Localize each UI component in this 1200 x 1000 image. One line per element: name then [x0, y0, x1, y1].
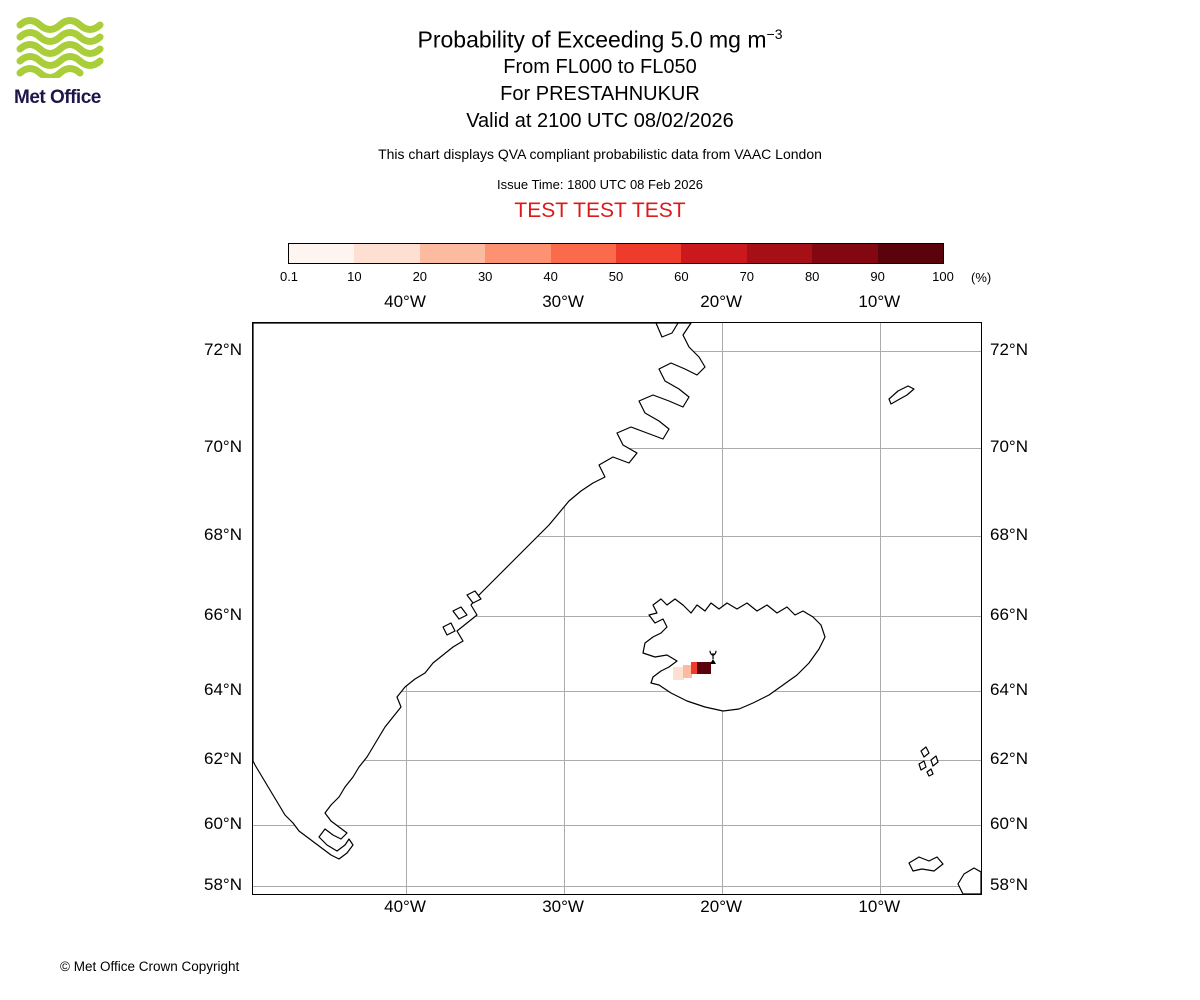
greenland-peninsula	[655, 323, 679, 338]
greenland-coast	[253, 323, 706, 860]
colorbar-tick-label: 0.1	[279, 269, 299, 284]
ash-probability-cell	[673, 667, 685, 680]
latitude-label-right: 58°N	[990, 875, 1028, 894]
logo-waves-icon	[16, 17, 104, 81]
gridline-latitude	[253, 760, 981, 761]
latitude-label-right: 60°N	[990, 813, 1028, 833]
latitude-label-right: 66°N	[990, 605, 1028, 625]
colorbar-segment	[877, 244, 944, 263]
coastline-svg	[253, 323, 981, 894]
chart-title: Probability of Exceeding 5.0 mg m−3	[0, 26, 1200, 54]
ash-probability-cell	[690, 661, 701, 675]
latitude-label-right: 62°N	[990, 749, 1028, 768]
colorbar-segment	[354, 244, 420, 263]
colorbar-segment	[485, 244, 551, 263]
colorbar-segment	[812, 244, 878, 263]
gridline-latitude	[253, 886, 981, 887]
longitude-label-top: 40°W	[384, 292, 426, 311]
colorbar-tick-label: 50	[608, 269, 624, 284]
latitude-label-left: 62°N	[204, 749, 242, 768]
colorbar-tick-label: 90	[870, 269, 885, 284]
colorbar-segment	[419, 244, 486, 263]
iceland-coast	[642, 598, 826, 712]
longitude-label-bottom: 20°W	[700, 897, 743, 916]
colorbar-segment	[681, 244, 747, 263]
subtitle-valid-time: Valid at 2100 UTC 08/02/2026	[466, 109, 734, 132]
chart-header: Probability of Exceeding 5.0 mg m−3 From…	[0, 26, 1200, 223]
colorbar-segment	[550, 244, 617, 263]
longitude-label-bottom: 30°W	[542, 897, 584, 916]
subtitle-flight-levels: From FL000 to FL050	[503, 55, 697, 78]
coastal-island	[452, 606, 468, 620]
latitude-label-right: 68°N	[990, 524, 1028, 544]
test-banner: TEST TEST TEST	[514, 198, 686, 222]
gridline-latitude	[253, 690, 981, 692]
map	[252, 322, 982, 895]
longitude-label-bottom: 10°W	[858, 897, 901, 916]
longitude-label-top: 20°W	[700, 292, 743, 311]
chart-title-text: Probability of Exceeding 5.0 mg m	[417, 26, 767, 53]
colorbar	[288, 243, 944, 264]
hebrides-island	[908, 856, 944, 872]
longitude-label-top: 30°W	[542, 292, 584, 311]
colorbar-tick-label: 20	[412, 269, 428, 284]
colorbar-ticks: 0.1 10 20 30 40 50 60 70 80 90 100	[280, 269, 954, 285]
longitude-label-bottom: 40°W	[384, 897, 426, 916]
gridline-latitude	[253, 616, 981, 618]
colorbar-segment	[289, 244, 355, 263]
coastal-island	[466, 590, 482, 604]
coastal-island	[442, 622, 456, 636]
colorbar-tick-label: 30	[477, 269, 493, 284]
ash-probability-cell	[696, 661, 712, 675]
colorbar-tick-label: 40	[543, 269, 558, 284]
latitude-label-left: 66°N	[204, 605, 242, 625]
faroe-islands	[920, 746, 930, 758]
latitude-label-left: 58°N	[204, 875, 242, 894]
faroe-islands	[918, 760, 927, 771]
latitude-label-left: 64°N	[204, 679, 242, 699]
colorbar-segment	[746, 244, 813, 263]
jan-mayen-island	[888, 385, 915, 405]
gridline-longitude	[564, 323, 566, 894]
copyright: © Met Office Crown Copyright	[60, 959, 240, 974]
latitude-label-right: 72°N	[990, 340, 1028, 360]
ash-probability-cell	[682, 665, 693, 679]
colorbar-unit: (%)	[971, 270, 992, 285]
colorbar-tick-label: 60	[674, 269, 689, 284]
met-office-logo: Met Office	[14, 16, 114, 109]
faroe-islands	[926, 768, 934, 777]
colorbar-tick-label: 100	[932, 269, 954, 284]
issue-time: Issue Time: 1800 UTC 08 Feb 2026	[497, 176, 703, 192]
colorbar-tick-label: 10	[347, 269, 362, 284]
latitude-label-right: 64°N	[990, 679, 1028, 699]
colorbar-tick-label: 80	[804, 269, 820, 284]
colorbar-tick-label: 70	[739, 269, 755, 284]
latitude-label-left: 60°N	[204, 813, 242, 833]
latitude-label-left: 68°N	[204, 524, 242, 544]
gridline-longitude	[880, 323, 882, 894]
colorbar-segment	[616, 244, 682, 263]
latitude-label-right: 70°N	[990, 436, 1028, 456]
latitude-label-left: 70°N	[204, 436, 242, 456]
latitude-label-left: 72°N	[204, 340, 242, 360]
faroe-islands	[930, 755, 939, 767]
logo-text: Met Office	[14, 87, 101, 108]
scotland-corner-coast	[957, 867, 981, 894]
qva-note: This chart displays QVA compliant probab…	[378, 145, 822, 162]
gridline-latitude	[253, 535, 981, 537]
longitude-label-top: 10°W	[858, 292, 901, 311]
gridline-latitude	[253, 824, 981, 826]
subtitle-volcano: For PRESTAHNUKUR	[500, 82, 700, 105]
volcano-eruption-icon	[709, 651, 717, 665]
chart-title-exponent: −3	[766, 26, 783, 42]
